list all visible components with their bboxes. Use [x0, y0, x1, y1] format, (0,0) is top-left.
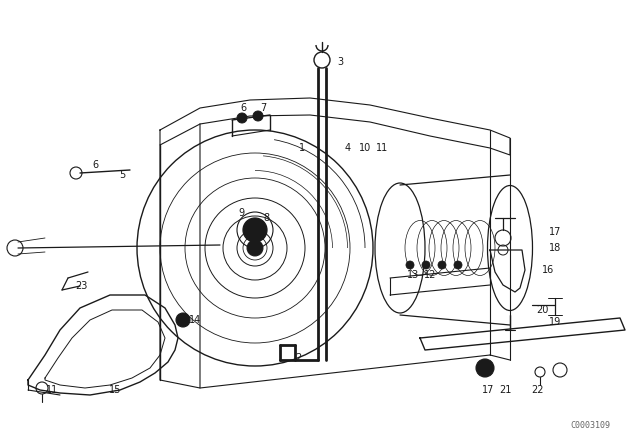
Text: C0003109: C0003109 — [570, 421, 610, 430]
Circle shape — [237, 113, 247, 123]
Text: 18: 18 — [549, 243, 561, 253]
Text: 13: 13 — [407, 270, 419, 280]
Text: 2: 2 — [295, 353, 301, 363]
Circle shape — [422, 261, 430, 269]
Text: 11: 11 — [46, 385, 58, 395]
Text: 10: 10 — [359, 143, 371, 153]
Text: 6: 6 — [92, 160, 98, 170]
Text: 4: 4 — [345, 143, 351, 153]
Text: 12: 12 — [424, 270, 436, 280]
Text: 15: 15 — [109, 385, 121, 395]
Text: 17: 17 — [549, 227, 561, 237]
Circle shape — [480, 363, 490, 373]
Text: 23: 23 — [75, 281, 87, 291]
Circle shape — [438, 261, 446, 269]
Circle shape — [406, 261, 414, 269]
Text: 9: 9 — [238, 208, 244, 218]
Circle shape — [176, 313, 190, 327]
Text: 17: 17 — [482, 385, 494, 395]
Circle shape — [247, 240, 263, 256]
Circle shape — [253, 111, 263, 121]
Text: 5: 5 — [119, 170, 125, 180]
Text: 1: 1 — [299, 143, 305, 153]
Text: 7: 7 — [260, 103, 266, 113]
Text: 3: 3 — [337, 57, 343, 67]
Text: 20: 20 — [536, 305, 548, 315]
Circle shape — [243, 218, 267, 242]
Text: 6: 6 — [240, 103, 246, 113]
Text: 22: 22 — [531, 385, 543, 395]
Text: 8: 8 — [263, 213, 269, 223]
Text: 11: 11 — [376, 143, 388, 153]
Text: 14: 14 — [189, 315, 201, 325]
Text: 19: 19 — [549, 317, 561, 327]
Circle shape — [454, 261, 462, 269]
Text: 16: 16 — [542, 265, 554, 275]
Circle shape — [476, 359, 494, 377]
Text: 21: 21 — [499, 385, 511, 395]
